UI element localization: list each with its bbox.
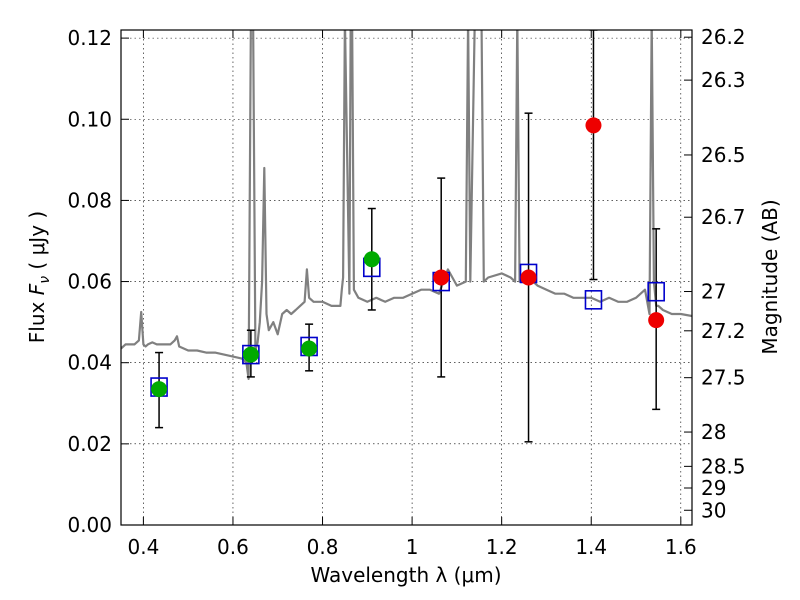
x-tick-label-3: 1 xyxy=(406,535,419,559)
magnitude-tick-label-4: 27 xyxy=(701,280,726,304)
model-photometry-square-7 xyxy=(647,281,665,302)
y-tick-label-3: 0.06 xyxy=(67,270,112,294)
x-tick-label-4: 1.2 xyxy=(486,535,518,559)
observed-marginal-point-3 xyxy=(648,312,665,329)
y-tick-label-1: 0.02 xyxy=(67,432,112,456)
plot-frame xyxy=(120,29,693,526)
observed-marginal-point-1 xyxy=(520,269,537,286)
y-tick-label-5: 0.10 xyxy=(67,107,112,131)
x-tick-label-1: 0.6 xyxy=(217,535,249,559)
observed-detections-point-3 xyxy=(363,251,380,268)
y-tick-label-4: 0.08 xyxy=(67,188,112,212)
magnitude-tick-label-1: 26.3 xyxy=(701,68,746,92)
plot-background xyxy=(121,30,692,525)
magnitude-tick-label-8: 28.5 xyxy=(701,454,746,478)
x-tick-label-6: 1.6 xyxy=(665,535,697,559)
y-axis-label: Flux Fν ( μJy ) xyxy=(25,211,53,343)
magnitude-tick-label-0: 26.2 xyxy=(701,25,746,49)
y-tick-label-6: 0.12 xyxy=(67,26,112,50)
observed-marginal-point-2 xyxy=(585,117,602,134)
x-tick-label-2: 0.8 xyxy=(307,535,339,559)
observed-flux-points xyxy=(151,117,665,398)
y-axis-ticks: 0.00 0.02 0.04 0.06 0.08 0.10 0.12 xyxy=(67,26,129,537)
x-axis-ticks: 0.4 0.6 0.8 1 1.2 1.4 1.6 xyxy=(127,30,697,559)
magnitude-axis-label: Magnitude (AB) xyxy=(758,199,782,354)
magnitude-tick-label-9: 29 xyxy=(701,476,726,500)
observed-marginal-point-0 xyxy=(433,269,450,286)
magnitude-tick-label-7: 28 xyxy=(701,420,726,444)
model-spectrum-line xyxy=(121,30,692,380)
observed-detections-point-1 xyxy=(242,346,259,363)
magnitude-tick-label-5: 27.2 xyxy=(701,319,746,343)
magnitude-tick-label-10: 30 xyxy=(701,498,726,522)
observed-detections-point-0 xyxy=(151,381,168,398)
plot-area xyxy=(121,30,692,443)
x-tick-label-5: 1.4 xyxy=(575,535,607,559)
x-axis-label: Wavelength λ (μm) xyxy=(310,563,501,587)
magnitude-tick-label-2: 26.5 xyxy=(701,143,746,167)
y-tick-label-0: 0.00 xyxy=(67,513,112,537)
magnitude-tick-label-6: 27.5 xyxy=(701,366,746,390)
x-tick-label-0: 0.4 xyxy=(127,535,159,559)
observed-detections-point-2 xyxy=(301,340,318,357)
y-tick-label-2: 0.04 xyxy=(67,351,112,375)
grid-lines xyxy=(121,30,692,526)
magnitude-tick-label-3: 26.7 xyxy=(701,205,746,229)
model-photometry-square-6 xyxy=(584,290,603,310)
